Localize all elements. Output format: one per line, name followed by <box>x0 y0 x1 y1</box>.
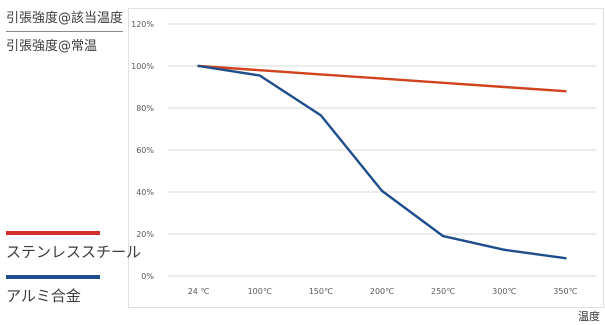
y-tick-label: 60% <box>136 146 154 155</box>
y-tick-label: 80% <box>136 104 154 113</box>
data-point-s1-4 <box>441 234 445 238</box>
data-point-s0-3 <box>380 77 384 80</box>
x-tick-label: 150℃ <box>309 287 333 296</box>
y-tick-label: 100% <box>131 62 154 71</box>
x-tick-label: 300℃ <box>492 287 516 296</box>
legend-label-stainless: ステンレススチール <box>6 243 142 261</box>
legend-swatch-stainless <box>6 231 100 235</box>
legend-item-stainless: ステンレススチール <box>6 231 142 262</box>
data-point-s0-2 <box>319 73 323 76</box>
data-point-s0-6 <box>564 90 567 93</box>
data-point-s0-5 <box>503 85 506 89</box>
data-point-s0-4 <box>441 81 445 85</box>
data-point-s1-1 <box>258 74 261 77</box>
legend-swatch-aluminum <box>6 275 100 279</box>
y-tick-label: 0% <box>141 272 154 281</box>
legend-item-aluminum: アルミ合金 <box>6 275 126 306</box>
x-tick-label: 250℃ <box>431 287 455 296</box>
x-tick-label: 200℃ <box>370 287 394 296</box>
data-point-s1-5 <box>503 248 506 251</box>
y-tick-label: 120% <box>131 20 154 29</box>
chart-area <box>128 8 604 308</box>
data-point-s1-0 <box>197 64 200 68</box>
legend-label-aluminum: アルミ合金 <box>6 287 81 305</box>
series-line-1 <box>197 64 567 260</box>
y-tick-label: 20% <box>136 230 154 239</box>
y-tick-label: 40% <box>136 188 154 197</box>
x-tick-label: 24 ℃ <box>188 287 210 296</box>
data-point-s1-2 <box>319 114 323 117</box>
x-tick-label: 350℃ <box>553 287 577 296</box>
data-point-s0-1 <box>258 69 261 72</box>
y-axis-label-denominator: 引張強度@常温 <box>6 39 98 54</box>
y-axis-label-numerator: 引張強度@該当温度 <box>6 10 124 32</box>
data-point-s1-3 <box>380 189 384 193</box>
y-axis-label: 引張強度@該当温度 引張強度@常温 <box>6 10 130 56</box>
x-tick-label: 100℃ <box>248 287 272 296</box>
data-point-s1-6 <box>564 256 567 260</box>
x-axis-label: 温度 <box>578 310 600 323</box>
chart-plot: 0% 20% 40% 60% 80% 100% 120% 24 ℃ 100℃ 150℃ 200℃ 25… <box>131 20 596 296</box>
